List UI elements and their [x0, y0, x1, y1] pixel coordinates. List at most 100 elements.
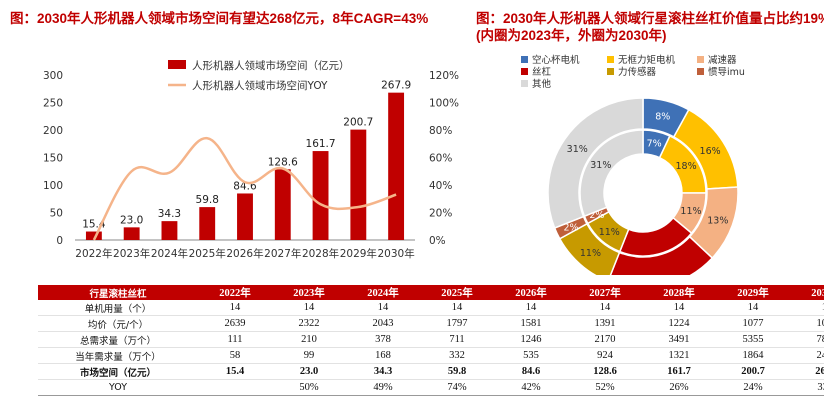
outer-ring-label: 8%	[655, 111, 670, 122]
table-cell: 59.8	[420, 363, 494, 380]
table-cell: 161.7	[642, 363, 716, 380]
table-row: 市场空间（亿元） 15.4 23.0 34.3 59.8 84.6 128.6 161.7 20…	[38, 363, 824, 380]
row-label: 单机用量（个）	[38, 300, 198, 316]
legend-line-label: 人形机器人领域市场空间YOY	[192, 79, 328, 92]
right-chart-subtitle: (内圈为2023年，外圈为2030年)	[476, 28, 667, 43]
bar-value-label: 128.6	[268, 156, 298, 168]
table-cell: 24%	[716, 379, 790, 396]
table-cell: 34.3	[346, 363, 420, 380]
y-left-tick-label: 100	[43, 180, 63, 192]
data-table: 行星滚柱丝杠 2022年 2023年 2024年 2025年 2026年 2027年 2028…	[38, 285, 824, 396]
outer-ring-label: 11%	[580, 248, 601, 259]
table-header-cell: 2030年	[790, 285, 824, 300]
bar-value-label: 34.3	[158, 208, 181, 220]
legend-swatch	[697, 56, 704, 63]
x-tick-label: 2025年	[189, 247, 226, 260]
inner-ring-slice	[579, 129, 644, 218]
row-label: 均价（元/个）	[38, 315, 198, 332]
y-left-tick-label: 200	[43, 125, 63, 137]
table-cell: 1080	[790, 315, 824, 332]
table-header-cell: 2029年	[716, 285, 790, 300]
table-cell: 50%	[272, 379, 346, 396]
table-cell: 15.4	[198, 363, 272, 380]
inner-ring-label: 11%	[680, 206, 701, 217]
table-row: 单机用量（个）141414141414141414	[38, 300, 824, 316]
table-cell: 14	[198, 300, 272, 316]
table-cell: 128.6	[568, 363, 642, 380]
table-header-cell: 2025年	[420, 285, 494, 300]
legend-swatch	[607, 68, 614, 75]
bar	[312, 151, 329, 240]
table-cell: 267.9	[790, 363, 824, 380]
table-cell: 99	[272, 347, 346, 364]
x-tick-label: 2026年	[226, 247, 263, 260]
table-cell: 52%	[568, 379, 642, 396]
table-cell: 332	[420, 347, 494, 364]
bar-value-label: 161.7	[306, 138, 336, 150]
bar-value-label: 267.9	[381, 80, 411, 92]
row-label: 市场空间（亿元）	[38, 363, 198, 380]
table-cell: 1077	[716, 315, 790, 332]
table-cell: 2639	[198, 315, 272, 332]
table-cell: 711	[420, 331, 494, 348]
table-header-cell: 行星滚柱丝杠	[38, 285, 198, 300]
table-cell: 33%	[790, 379, 824, 396]
table-cell: 2481	[790, 347, 824, 364]
table-cell: 1797	[420, 315, 494, 332]
table-cell: 14	[790, 300, 824, 316]
inner-ring-label: 11%	[599, 227, 620, 238]
bar-value-label: 23.0	[120, 214, 143, 226]
outer-ring-label: 2%	[564, 222, 579, 233]
inner-ring-label: 7%	[647, 139, 662, 150]
table-cell: 1246	[494, 331, 568, 348]
table-cell: 74%	[420, 379, 494, 396]
table-header-cell: 2026年	[494, 285, 568, 300]
table-cell: 1321	[642, 347, 716, 364]
table-row: 均价（元/个） 2639 2322 2043 1797 1581 1391 1224 1077 1…	[38, 315, 824, 332]
table-header-row: 行星滚柱丝杠 2022年 2023年 2024年 2025年 2026年 2027年 2028…	[38, 285, 824, 300]
table-cell: 3491	[642, 331, 716, 348]
legend-swatch	[697, 68, 704, 75]
y-left-tick-label: 0	[56, 235, 63, 247]
table-cell: 14	[420, 300, 494, 316]
y-right-tick-label: 100%	[429, 98, 459, 110]
table-cell: 14	[272, 300, 346, 316]
table-header-cell: 2023年	[272, 285, 346, 300]
legend-swatch	[607, 56, 614, 63]
inner-ring-label: 31%	[590, 160, 611, 171]
table-header-cell: 2024年	[346, 285, 420, 300]
table-cell: 1864	[716, 347, 790, 364]
bar	[388, 92, 405, 240]
legend-label: 无框力矩电机	[618, 54, 676, 66]
table-row: 当年需求量（万个）5899168332535924132118642481	[38, 347, 824, 364]
x-tick-label: 2028年	[302, 247, 339, 260]
bar	[199, 207, 216, 240]
table-header-cell: 2028年	[642, 285, 716, 300]
table-cell: 26%	[642, 379, 716, 396]
x-tick-label: 2029年	[340, 247, 377, 260]
table-cell: 14	[642, 300, 716, 316]
table-cell: 168	[346, 347, 420, 364]
table-row: 总需求量（万个）11121037871112462170349153557836	[38, 331, 824, 348]
legend-label: 丝杠	[532, 66, 552, 78]
legend-bar-swatch	[168, 60, 186, 69]
row-label: 总需求量（万个）	[38, 331, 198, 348]
x-tick-label: 2030年	[377, 247, 414, 260]
table-cell: 14	[494, 300, 568, 316]
outer-ring-label: 31%	[567, 144, 588, 155]
table-header-cell: 2022年	[198, 285, 272, 300]
bar	[85, 231, 102, 240]
table-cell: 23.0	[272, 363, 346, 380]
table-cell	[198, 379, 272, 396]
y-right-tick-label: 20%	[429, 208, 452, 220]
outer-ring-slice	[547, 97, 644, 229]
table-cell: 1581	[494, 315, 568, 332]
x-tick-label: 2024年	[151, 247, 188, 260]
x-tick-label: 2023年	[113, 247, 150, 260]
table-cell: 49%	[346, 379, 420, 396]
table-cell: 14	[568, 300, 642, 316]
table-cell: 84.6	[494, 363, 568, 380]
yoy-line	[92, 137, 397, 241]
bar	[161, 221, 178, 240]
